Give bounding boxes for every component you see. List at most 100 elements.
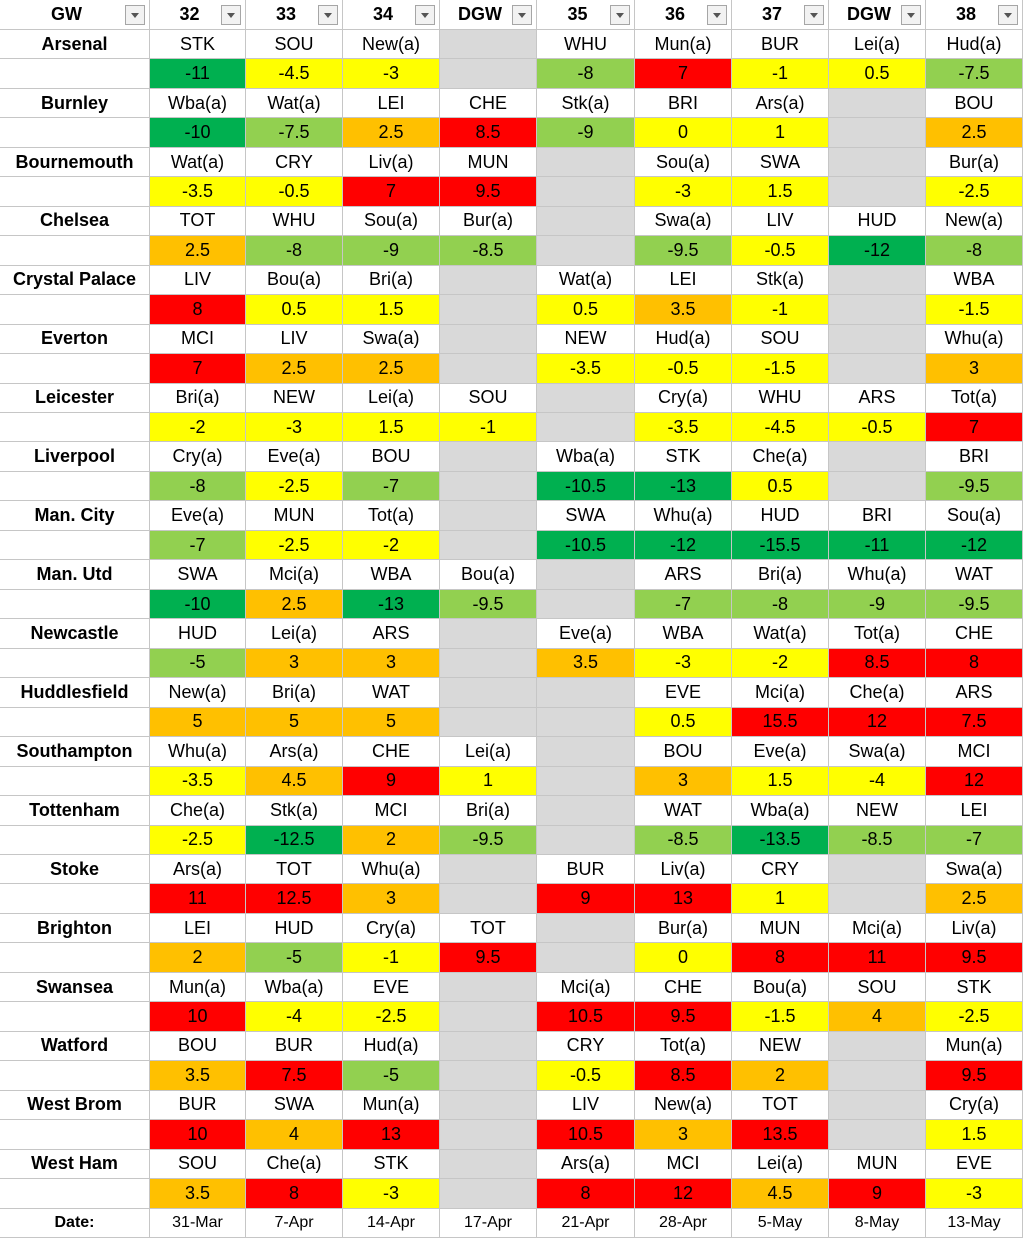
- header-cell: DGW: [829, 0, 926, 30]
- empty-fixture: [829, 147, 926, 178]
- rating: -5: [246, 943, 343, 973]
- header-label: 36: [664, 4, 686, 24]
- rating: -1: [732, 59, 829, 89]
- fixture: Stk(a): [246, 796, 343, 826]
- rating: 3.5: [150, 1179, 246, 1209]
- rating: 3: [246, 648, 343, 679]
- fixture: Lei(a): [829, 30, 926, 60]
- fixture: Tot(a): [829, 619, 926, 649]
- header-cell: 34: [343, 0, 440, 30]
- rating: -5: [343, 1061, 440, 1091]
- fixture: Bou(a): [440, 560, 537, 590]
- fixture: WHU: [246, 206, 343, 237]
- empty-rating: [440, 707, 537, 738]
- fixture: BUR: [246, 1031, 343, 1062]
- empty-rating: [440, 471, 537, 502]
- rating: -3.5: [150, 177, 246, 207]
- rating: 0: [635, 943, 732, 973]
- team-name: Chelsea: [0, 206, 150, 237]
- empty-rating: [537, 413, 635, 443]
- header-cell: 35: [537, 0, 635, 30]
- empty-rating: [440, 59, 537, 89]
- empty-rating: [440, 354, 537, 384]
- header-label: 32: [179, 4, 200, 24]
- filter-button[interactable]: [804, 4, 824, 25]
- rating: -9.5: [926, 471, 1023, 502]
- rating: -8: [732, 589, 829, 620]
- fixture: Hud(a): [926, 30, 1023, 60]
- rating: -4.5: [246, 59, 343, 89]
- rating: 10: [150, 1120, 246, 1150]
- date: 14-Apr: [343, 1208, 440, 1238]
- rating: 12: [926, 766, 1023, 797]
- filter-button[interactable]: [512, 4, 532, 25]
- fixture: Mci(a): [537, 972, 635, 1003]
- rating: -10.5: [537, 471, 635, 502]
- rating: -3: [246, 413, 343, 443]
- empty-rating: [440, 648, 537, 679]
- filter-button[interactable]: [901, 4, 921, 25]
- rating: -2.5: [343, 1002, 440, 1032]
- rating: 7: [926, 413, 1023, 443]
- fixture: Lei(a): [732, 1149, 829, 1180]
- fixture: STK: [635, 442, 732, 472]
- rating: 2.5: [246, 589, 343, 620]
- rating: -7.5: [926, 59, 1023, 89]
- blank: [0, 884, 150, 914]
- rating: -1: [732, 295, 829, 325]
- filter-button[interactable]: [221, 4, 241, 25]
- rating: 10.5: [537, 1002, 635, 1032]
- filter-button[interactable]: [707, 4, 727, 25]
- empty-fixture: [440, 30, 537, 60]
- filter-button[interactable]: [415, 4, 435, 25]
- header-cell: 38: [926, 0, 1023, 30]
- header-label: 35: [567, 4, 588, 24]
- fixture: LEI: [635, 265, 732, 296]
- fixture: STK: [343, 1149, 440, 1180]
- empty-fixture: [537, 913, 635, 944]
- rating: -7.5: [246, 118, 343, 148]
- rating: -3: [635, 648, 732, 679]
- fixture: Mun(a): [150, 972, 246, 1003]
- rating: 9.5: [926, 943, 1023, 973]
- empty-rating: [829, 177, 926, 207]
- empty-rating: [829, 884, 926, 914]
- fixture: LEI: [343, 88, 440, 119]
- rating: 9.5: [635, 1002, 732, 1032]
- rating: 8: [246, 1179, 343, 1209]
- blank: [0, 1002, 150, 1032]
- empty-rating: [537, 236, 635, 266]
- fixture: HUD: [150, 619, 246, 649]
- rating: -9: [537, 118, 635, 148]
- rating: -8: [246, 236, 343, 266]
- rating: 3: [343, 884, 440, 914]
- filter-button[interactable]: [125, 4, 145, 25]
- fixture: WAT: [926, 560, 1023, 590]
- fixture: Bur(a): [926, 147, 1023, 178]
- header-label: DGW: [458, 4, 502, 24]
- rating: 7.5: [246, 1061, 343, 1091]
- empty-fixture: [440, 619, 537, 649]
- rating: 1.5: [343, 295, 440, 325]
- filter-button[interactable]: [998, 4, 1018, 25]
- rating: 3: [926, 354, 1023, 384]
- fixture: ARS: [343, 619, 440, 649]
- fixture: Mun(a): [343, 1090, 440, 1121]
- fixture: Ars(a): [537, 1149, 635, 1180]
- fixture: LIV: [246, 324, 343, 355]
- empty-fixture: [829, 854, 926, 885]
- filter-button[interactable]: [610, 4, 630, 25]
- empty-fixture: [829, 1031, 926, 1062]
- fixture: Bri(a): [732, 560, 829, 590]
- empty-rating: [537, 707, 635, 738]
- rating: 13: [635, 884, 732, 914]
- rating: 9: [343, 766, 440, 797]
- rating: -2: [343, 530, 440, 561]
- filter-button[interactable]: [318, 4, 338, 25]
- rating: -2: [732, 648, 829, 679]
- fixture: HUD: [829, 206, 926, 237]
- blank: [0, 589, 150, 620]
- rating: 5: [150, 707, 246, 738]
- fixture: Eve(a): [732, 737, 829, 767]
- fixture: Wba(a): [732, 796, 829, 826]
